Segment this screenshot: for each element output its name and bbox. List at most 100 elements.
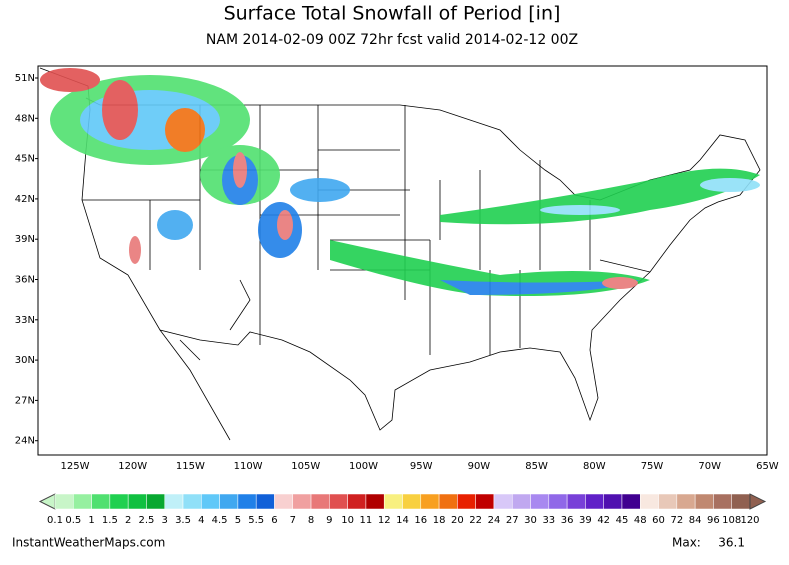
colorbar-swatch — [585, 493, 604, 510]
latitude-label: 33N — [15, 315, 35, 326]
colorbar-swatch — [127, 493, 147, 510]
colorbar-swatch — [457, 493, 476, 510]
colorbar-swatch — [640, 493, 659, 510]
colorbar-swatch — [621, 493, 641, 510]
colorbar-label: 42 — [597, 515, 610, 526]
colorbar-label: 5 — [235, 515, 241, 526]
longitude-label: 115W — [176, 461, 205, 472]
colorbar-label: 108 — [722, 515, 741, 526]
latitude-label: 48N — [15, 113, 35, 124]
source: InstantWeatherMaps.com — [12, 536, 165, 550]
colorbar-label: 22 — [469, 515, 482, 526]
max-value: 36.1 — [718, 536, 745, 550]
colorbar-label: 8 — [308, 515, 314, 526]
colorbar-swatch — [292, 493, 312, 510]
colorbar-arrow — [38, 493, 56, 510]
latitude-label: 24N — [15, 436, 35, 447]
longitude-label: 105W — [291, 461, 320, 472]
subtitle: NAM 2014-02-09 00Z 72hr fcst valid 2014-… — [206, 32, 578, 48]
colorbar-label: 12 — [378, 515, 391, 526]
colorbar-label: 36 — [561, 515, 574, 526]
longitude-label: 85W — [525, 461, 548, 472]
longitude-label: 110W — [234, 461, 263, 472]
colorbar-swatch — [383, 493, 403, 510]
colorbar-label: 72 — [670, 515, 683, 526]
longitude-label: 100W — [349, 461, 378, 472]
colorbar-swatch — [530, 493, 550, 510]
colorbar-label: 0.5 — [65, 515, 81, 526]
colorbar-swatch — [91, 493, 111, 510]
colorbar-label: 2 — [125, 515, 131, 526]
colorbar-label: 9 — [326, 515, 332, 526]
colorbar-swatch — [219, 493, 239, 510]
colorbar-label: 20 — [451, 515, 464, 526]
colorbar-swatch — [201, 493, 220, 510]
longitude-label: 80W — [583, 461, 606, 472]
colorbar-swatch — [274, 493, 294, 510]
colorbar-label: 6 — [271, 515, 277, 526]
latitude-label: 36N — [15, 275, 35, 286]
colorbar-swatch — [109, 493, 129, 510]
colorbar-swatch — [182, 493, 202, 510]
colorbar-swatch — [548, 493, 568, 510]
colorbar-label: 24 — [488, 515, 501, 526]
colorbar-swatch — [402, 493, 422, 510]
colorbar-label: 120 — [740, 515, 759, 526]
colorbar-swatch — [347, 493, 367, 510]
colorbar-swatch — [475, 493, 495, 510]
colorbar-swatch — [310, 493, 330, 510]
colorbar-swatch — [237, 493, 257, 510]
colorbar-swatch — [493, 493, 513, 510]
colorbar-swatch — [164, 493, 184, 510]
colorbar-swatch — [731, 493, 751, 510]
colorbar-label: 1 — [88, 515, 94, 526]
colorbar-label: 1.5 — [102, 515, 118, 526]
colorbar-swatch — [694, 493, 714, 510]
title: Surface Total Snowfall of Period [in] — [224, 3, 561, 25]
colorbar-label: 48 — [634, 515, 647, 526]
colorbar-label: 5.5 — [248, 515, 264, 526]
colorbar-label: 11 — [360, 515, 373, 526]
latitude-label: 39N — [15, 234, 35, 245]
longitude-label: 120W — [118, 461, 147, 472]
longitude-label: 75W — [641, 461, 664, 472]
colorbar-label: 33 — [542, 515, 555, 526]
longitude-label: 70W — [698, 461, 721, 472]
longitude-label: 95W — [410, 461, 433, 472]
colorbar-label: 14 — [396, 515, 409, 526]
colorbar-swatch — [255, 493, 275, 510]
longitude-label: 125W — [61, 461, 90, 472]
colorbar-label: 30 — [524, 515, 537, 526]
colorbar-label: 96 — [707, 515, 720, 526]
colorbar-swatch — [566, 493, 586, 510]
colorbar-swatch — [365, 493, 385, 510]
colorbar-swatch — [511, 493, 531, 510]
latitude-label: 27N — [15, 395, 35, 406]
map-area — [37, 65, 768, 456]
latitude-label: 42N — [15, 194, 35, 205]
colorbar-swatch — [438, 493, 458, 510]
colorbar-arrow — [749, 493, 767, 510]
colorbar-swatch — [54, 493, 74, 510]
colorbar-swatch — [676, 493, 696, 510]
colorbar-label: 3.5 — [175, 515, 191, 526]
colorbar-label: 2.5 — [138, 515, 154, 526]
colorbar-label: 18 — [433, 515, 446, 526]
latitude-label: 45N — [15, 154, 35, 165]
max-label: Max: — [672, 536, 701, 550]
colorbar-label: 3 — [162, 515, 168, 526]
colorbar-swatch — [603, 493, 623, 510]
colorbar-label: 16 — [414, 515, 427, 526]
colorbar-label: 4 — [198, 515, 204, 526]
colorbar-label: 27 — [506, 515, 519, 526]
colorbar-swatch — [713, 493, 732, 510]
colorbar-swatch — [420, 493, 440, 510]
colorbar-swatch — [658, 493, 678, 510]
colorbar-label: 45 — [616, 515, 629, 526]
colorbar-label: 60 — [652, 515, 665, 526]
colorbar-label: 4.5 — [212, 515, 228, 526]
colorbar-label: 0.1 — [47, 515, 63, 526]
latitude-label: 51N — [15, 73, 35, 84]
